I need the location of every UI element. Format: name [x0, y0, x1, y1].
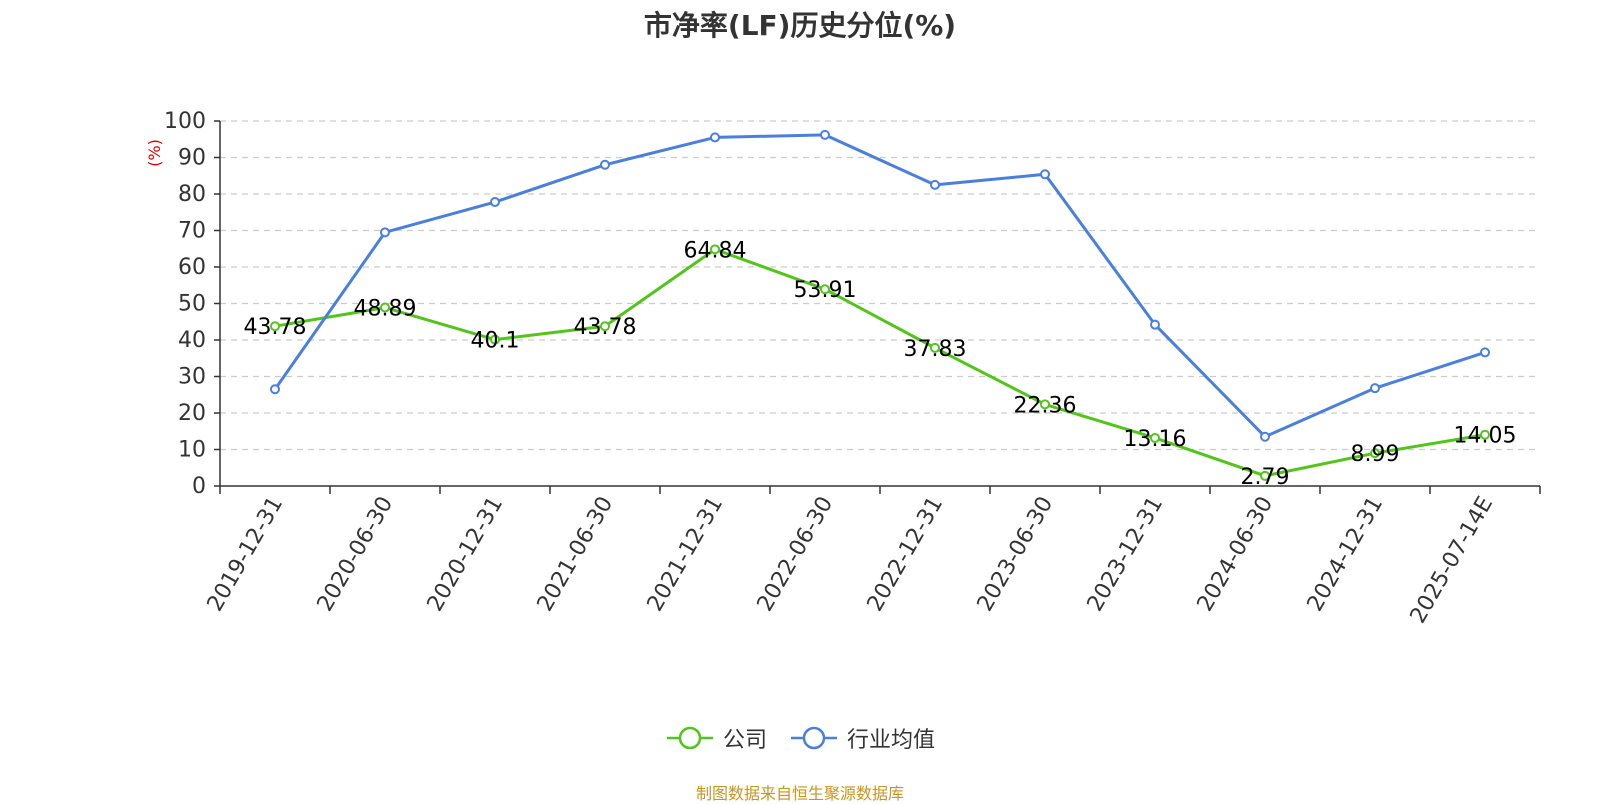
x-tick-label: 2021-06-30 [533, 493, 619, 616]
x-tick-label: 2020-12-31 [423, 493, 509, 616]
legend-item[interactable]: 行业均值 [789, 722, 935, 754]
y-tick-label: 60 [178, 255, 206, 280]
data-point[interactable] [1260, 470, 1270, 481]
data-point[interactable] [1150, 319, 1160, 330]
y-tick-label: 50 [178, 292, 206, 317]
data-point[interactable] [710, 132, 720, 143]
legend-swatch [666, 726, 713, 750]
x-tick-label: 2024-12-31 [1303, 493, 1389, 616]
y-tick-label: 30 [178, 365, 206, 390]
data-point[interactable] [490, 334, 500, 345]
y-tick-label: 40 [178, 328, 206, 353]
y-tick-label: 90 [178, 146, 206, 171]
data-label: 64.84 [684, 238, 747, 263]
x-tick-label: 2022-06-30 [753, 493, 839, 616]
data-point[interactable] [1370, 448, 1380, 459]
axes: 0 10 20 30 40 50 60 70 80 90 100 2019-12-31 2020-06-… [164, 109, 1541, 628]
data-label: 43.78 [244, 315, 307, 340]
data-point[interactable] [1480, 347, 1490, 358]
data-label: 40.1 [471, 329, 520, 354]
data-label: 22.36 [1014, 393, 1077, 418]
x-tick-label: 2023-06-30 [973, 493, 1059, 616]
data-label: 2.79 [1241, 465, 1290, 490]
y-tick-label: 100 [164, 109, 206, 134]
data-point[interactable] [380, 227, 390, 238]
data-label: 8.99 [1351, 442, 1400, 467]
data-point[interactable] [820, 284, 830, 295]
data-label: 14.05 [1454, 424, 1517, 449]
y-tick-label: 70 [178, 219, 206, 244]
data-point[interactable] [1480, 429, 1490, 440]
x-tick-label: 2023-12-31 [1083, 493, 1169, 616]
legend-item[interactable]: 公司 [665, 722, 767, 754]
data-labels: 43.78 48.89 40.1 43.78 64.84 53.91 37.83 22.36 1… [244, 238, 1517, 489]
y-tick-label: 10 [178, 438, 206, 463]
data-point[interactable] [1040, 169, 1050, 180]
data-point[interactable] [930, 179, 940, 190]
series-lines [270, 129, 1490, 481]
series-line-0 [274, 247, 1486, 478]
data-point[interactable] [820, 129, 830, 140]
data-point[interactable] [270, 321, 280, 332]
chart-title: 市净率(LF)历史分位(%) [643, 9, 957, 42]
x-tick-label: 2019-12-31 [203, 493, 289, 616]
data-point[interactable] [600, 159, 610, 170]
data-point[interactable] [380, 302, 390, 313]
legend-swatch [791, 726, 837, 750]
x-tick-label: 2021-12-31 [643, 493, 729, 616]
data-point[interactable] [1150, 432, 1160, 443]
y-axis-label: (%) [145, 139, 164, 167]
data-label: 13.16 [1124, 427, 1187, 452]
data-point[interactable] [710, 244, 720, 255]
x-tick-label: 2025-07-14E [1406, 493, 1499, 628]
data-point[interactable] [930, 342, 940, 353]
source-note: 制图数据来自恒生聚源数据库 [695, 784, 904, 803]
grid-lines [220, 120, 1540, 451]
data-label: 43.78 [574, 315, 637, 340]
data-point[interactable] [1370, 383, 1380, 394]
y-tick-label: 80 [178, 182, 206, 207]
y-tick-label: 20 [178, 401, 206, 426]
data-point[interactable] [490, 197, 500, 208]
data-label: 37.83 [904, 337, 967, 362]
data-point[interactable] [270, 384, 280, 395]
x-tick-label: 2024-06-30 [1193, 493, 1279, 616]
legend-label: 行业均值 [847, 728, 936, 753]
x-tick-label: 2022-12-31 [863, 493, 949, 616]
data-point[interactable] [1260, 431, 1270, 442]
x-tick-label: 2020-06-30 [313, 493, 399, 616]
data-label: 53.91 [794, 278, 857, 303]
data-point[interactable] [1040, 399, 1050, 410]
data-point[interactable] [600, 321, 610, 332]
legend: 公司 行业均值 [0, 722, 1600, 754]
legend-label: 公司 [722, 728, 767, 753]
y-tick-label: 0 [192, 474, 206, 499]
data-label: 48.89 [354, 297, 417, 322]
series-line-1 [273, 133, 1486, 439]
